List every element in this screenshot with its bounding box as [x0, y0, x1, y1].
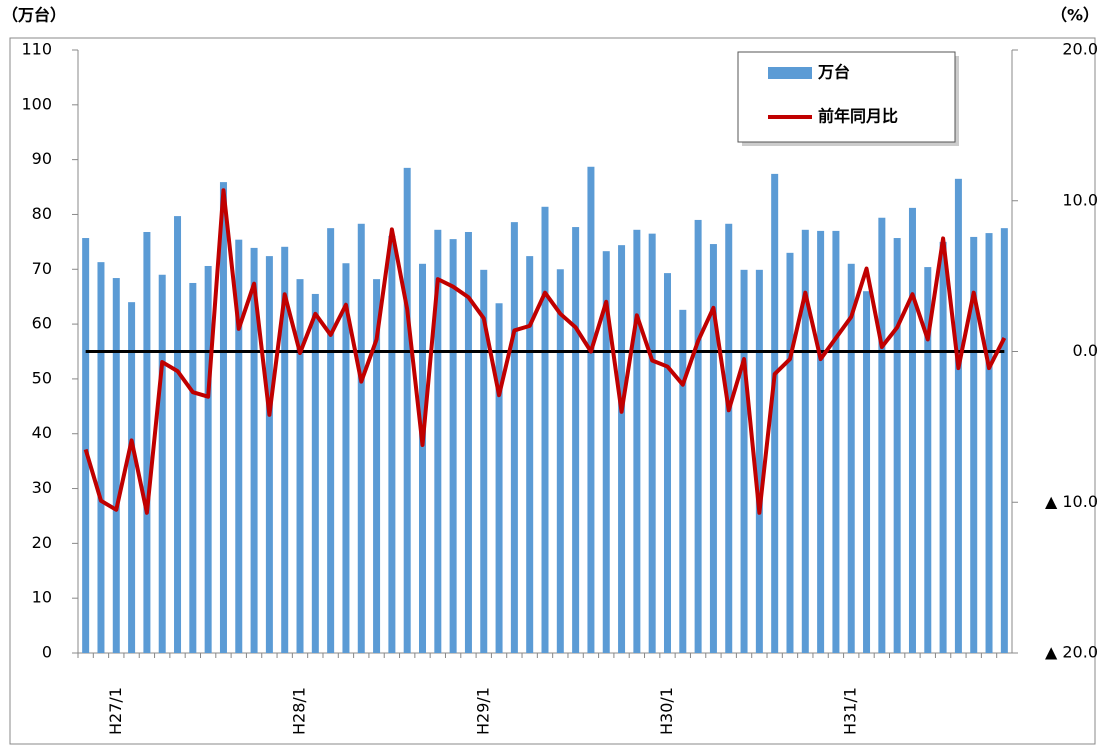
bar	[970, 236, 978, 653]
bar	[158, 274, 166, 653]
bar	[786, 252, 794, 653]
bar	[174, 216, 182, 653]
bar	[388, 235, 396, 654]
bar	[296, 279, 304, 653]
y-tick-label: 50	[32, 368, 52, 387]
bar	[709, 244, 717, 653]
bar	[648, 233, 656, 653]
bar	[449, 239, 457, 653]
bar	[924, 267, 932, 653]
bar	[556, 269, 564, 653]
y2-tick-label: 10.0	[1062, 190, 1098, 209]
legend-label: 前年同月比	[818, 107, 898, 126]
bar	[434, 229, 442, 653]
y2-tick-label: 20.0	[1062, 40, 1098, 59]
bar	[97, 262, 105, 653]
bar	[908, 207, 916, 654]
bar	[694, 219, 702, 653]
y-tick-label: 70	[32, 259, 52, 278]
bar	[112, 278, 120, 653]
x-tick-label: H31/1	[841, 687, 860, 735]
bar	[480, 269, 488, 653]
bar	[373, 279, 381, 653]
legend-label: 万台	[817, 63, 850, 82]
y2-tick-label: 0.0	[1073, 341, 1098, 360]
bar	[357, 223, 365, 654]
y2-tick-label: ▲ 10.0	[1045, 492, 1098, 511]
bar	[219, 182, 227, 653]
bar	[832, 230, 840, 653]
y-tick-label: 90	[32, 149, 52, 168]
y-tick-label: 0	[42, 643, 52, 662]
bar	[403, 167, 411, 654]
bar	[464, 231, 472, 653]
bar	[327, 228, 335, 653]
bar	[985, 233, 993, 654]
bar	[633, 229, 641, 653]
bar	[495, 303, 503, 653]
y2-axis-unit: （%）	[1051, 6, 1099, 25]
y-tick-label: 110	[21, 40, 52, 59]
bar	[541, 206, 549, 653]
y-tick-label: 40	[32, 423, 52, 442]
bar	[235, 239, 243, 654]
bar	[1000, 228, 1008, 653]
bar	[510, 222, 518, 653]
bar	[954, 178, 962, 653]
bar	[847, 263, 855, 653]
bar	[725, 223, 733, 654]
bar	[602, 251, 610, 653]
bar	[572, 227, 580, 653]
y-axis-unit: （万台）	[2, 6, 66, 25]
bar	[143, 231, 151, 653]
bar	[82, 238, 90, 653]
bar	[679, 309, 687, 653]
bar	[189, 282, 197, 653]
y-tick-label: 30	[32, 478, 52, 497]
bar	[939, 241, 947, 653]
y-tick-label: 100	[21, 94, 52, 113]
bar	[342, 263, 350, 653]
legend-swatch	[768, 67, 812, 79]
bar	[587, 166, 595, 653]
bar	[817, 230, 825, 653]
x-tick-label: H28/1	[290, 687, 309, 735]
line	[83, 188, 1007, 515]
chart-frame	[9, 37, 1096, 745]
y2-tick-label: ▲ 20.0	[1045, 643, 1098, 662]
bar	[128, 302, 136, 653]
bar	[419, 263, 427, 653]
bar	[863, 291, 871, 653]
bar	[265, 256, 273, 653]
bar	[526, 256, 534, 653]
bar	[771, 173, 779, 653]
y-tick-label: 10	[32, 588, 52, 607]
bar	[878, 217, 886, 653]
bar	[281, 246, 289, 653]
y-tick-label: 60	[32, 314, 52, 333]
bar	[618, 245, 626, 654]
bar	[801, 229, 809, 653]
y-tick-label: 20	[32, 533, 52, 552]
x-tick-label: H30/1	[657, 687, 676, 735]
x-tick-label: H29/1	[473, 687, 492, 735]
bar	[311, 293, 319, 653]
bar	[250, 247, 258, 654]
bar	[740, 269, 748, 653]
y-tick-label: 80	[32, 204, 52, 223]
bar	[893, 238, 901, 653]
bar	[755, 269, 763, 653]
bar	[663, 273, 671, 653]
bar	[204, 265, 212, 653]
x-tick-label: H27/1	[106, 687, 125, 735]
